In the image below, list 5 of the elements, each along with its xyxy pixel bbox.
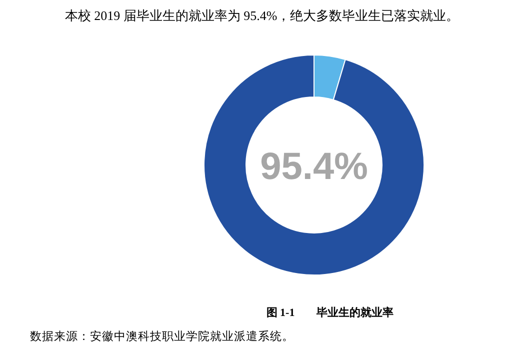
donut-slice bbox=[204, 54, 424, 276]
source-note: 数据来源：安徽中澳科技职业学院就业派遣系统。 bbox=[30, 329, 294, 343]
chart-title: 本校 2019 届毕业生的就业率为 95.4%，绝大多数毕业生已落实就业。 bbox=[64, 8, 460, 23]
text: 95.4% bbox=[260, 146, 368, 188]
caption: 图 1-1 毕业生的就业率 bbox=[266, 306, 394, 319]
